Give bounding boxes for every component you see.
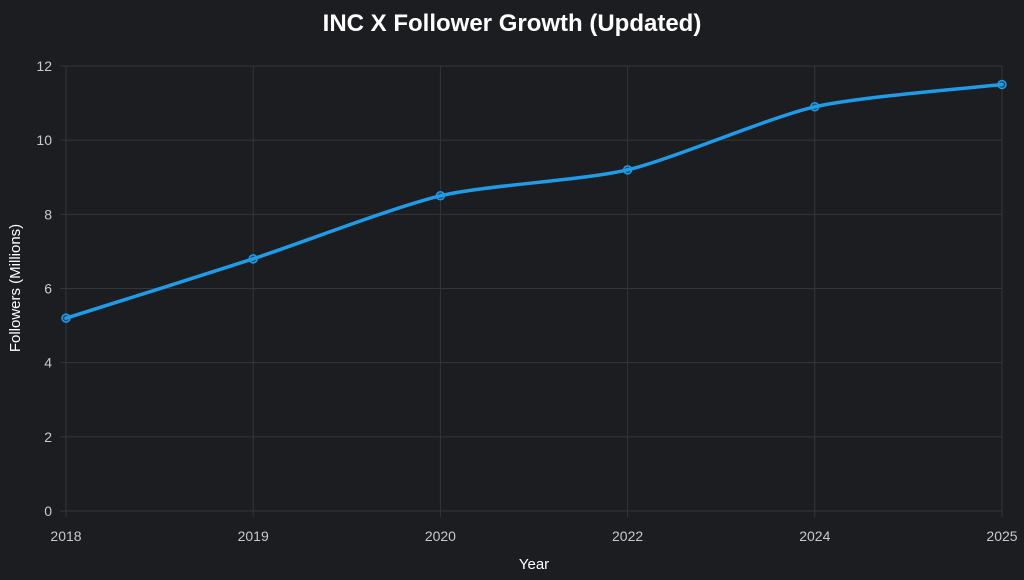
x-axis-ticks: 2018 2019 2020 2022 2024 2025 xyxy=(50,528,1017,544)
y-tick-label: 2 xyxy=(44,429,52,445)
x-tick-label: 2022 xyxy=(612,528,643,544)
data-point[interactable] xyxy=(248,254,258,264)
series-line xyxy=(64,82,1004,320)
data-point[interactable] xyxy=(61,313,71,323)
data-point[interactable] xyxy=(622,165,633,175)
data-point[interactable] xyxy=(810,102,820,112)
y-axis-ticks: 0 2 4 6 8 10 12 xyxy=(36,58,52,519)
x-tick-label: 2025 xyxy=(986,528,1017,544)
data-point[interactable] xyxy=(997,79,1007,90)
x-tick-label: 2018 xyxy=(50,528,81,544)
x-tick-label: 2019 xyxy=(238,528,269,544)
series xyxy=(61,79,1007,323)
x-tick-label: 2024 xyxy=(799,528,830,544)
data-point[interactable] xyxy=(435,191,446,201)
y-tick-label: 8 xyxy=(44,206,52,222)
y-tick-label: 12 xyxy=(36,58,52,74)
y-tick-label: 10 xyxy=(36,132,52,148)
x-axis-label: Year xyxy=(519,556,549,573)
chart-title: INC X Follower Growth (Updated) xyxy=(323,10,702,37)
grid xyxy=(60,65,1003,517)
y-tick-label: 6 xyxy=(44,281,52,297)
y-tick-label: 0 xyxy=(44,503,52,519)
y-axis-label: Followers (Millions) xyxy=(7,224,24,352)
y-tick-label: 4 xyxy=(44,355,52,371)
x-tick-label: 2020 xyxy=(425,528,456,544)
